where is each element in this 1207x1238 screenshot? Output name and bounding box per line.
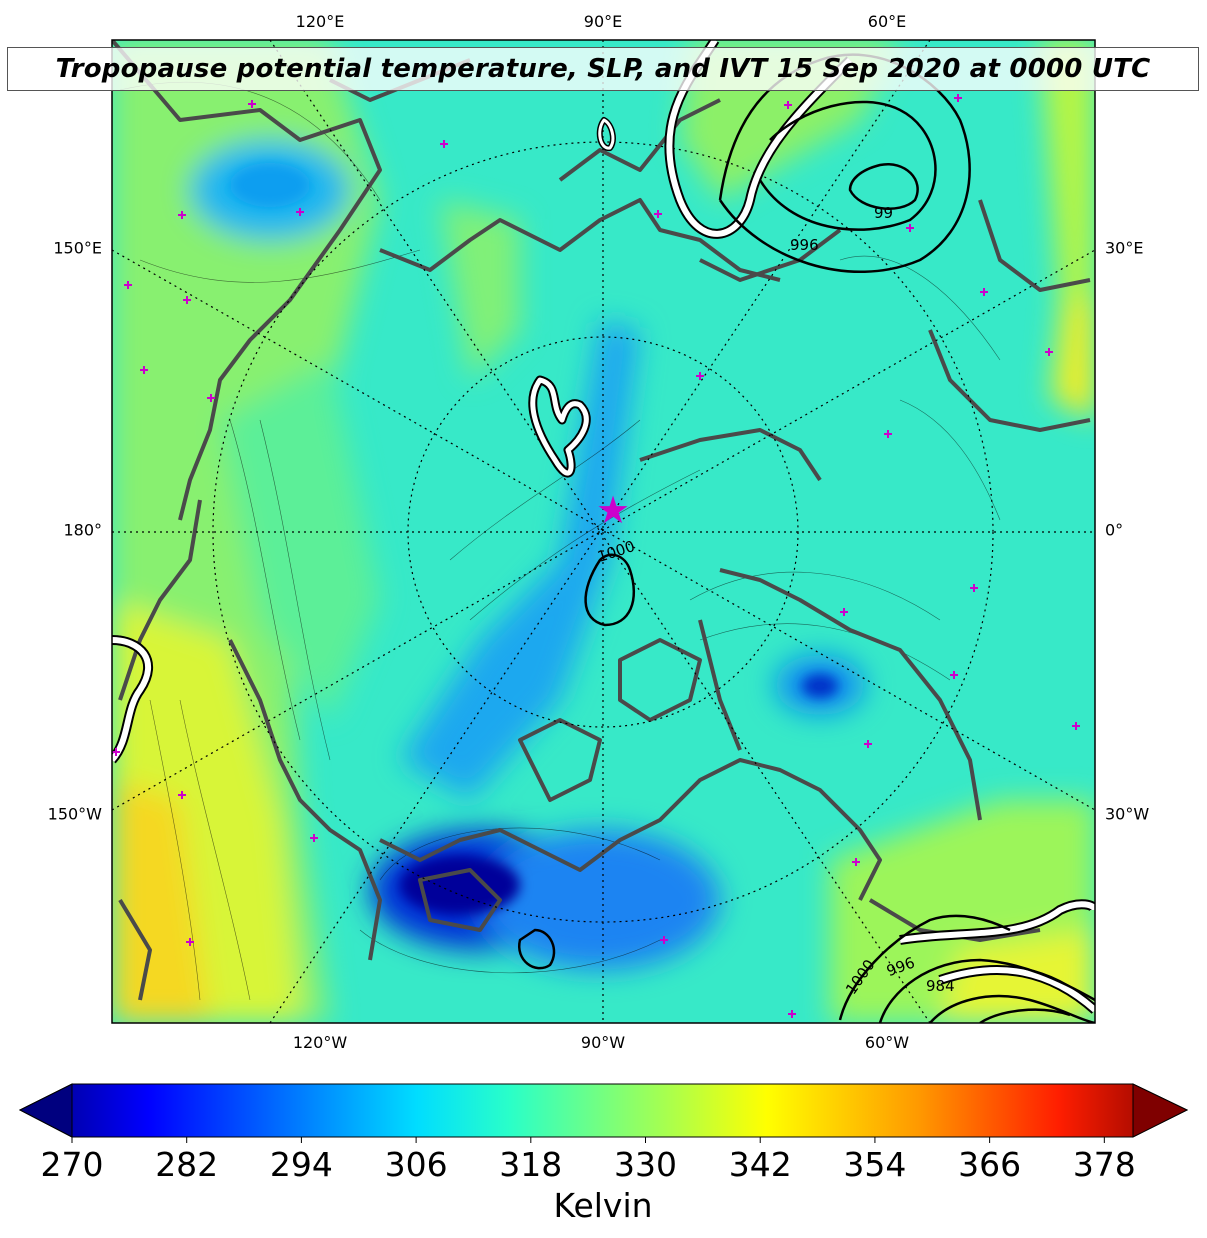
colorbar-tick-label: 354	[843, 1145, 907, 1184]
title-box: Tropopause potential temperature, SLP, a…	[7, 47, 1199, 91]
lon-label-top-120e: 120°E	[295, 12, 345, 31]
right-label-30e: 30°E	[1105, 238, 1144, 258]
lon-label-top-60e: 60°E	[867, 12, 907, 31]
lon-label-bottom-60w: 60°W	[864, 1033, 910, 1052]
slp-label-984: 984	[926, 977, 955, 995]
colorbar-tick-label: 306	[384, 1145, 448, 1184]
colorbar	[18, 1083, 1189, 1143]
colorbar-tick-label: 378	[1072, 1145, 1136, 1184]
right-label-30w: 30°W	[1105, 804, 1150, 824]
theta-field: ★	[112, 40, 1095, 1023]
right-label-0: 0°	[1105, 520, 1124, 540]
lon-label-top-90e: 90°E	[583, 12, 623, 31]
storm-center-star-icon: ★	[596, 488, 630, 532]
left-label-150w: 150°W	[47, 804, 102, 824]
left-label-180: 180°	[63, 520, 102, 540]
lon-label-bottom-90w: 90°W	[580, 1033, 626, 1052]
colorbar-tick-label: 330	[614, 1145, 677, 1184]
left-label-150e: 150°E	[53, 238, 102, 258]
slp-label-99: 99	[874, 204, 893, 222]
colorbar-tick-label: 366	[958, 1145, 1022, 1184]
colorbar-tick-label: 294	[269, 1145, 333, 1184]
colorbar-tick-label: 342	[728, 1145, 792, 1184]
colorbar-tick-label: 282	[155, 1145, 219, 1184]
colorbar-label: Kelvin	[553, 1186, 653, 1225]
map-frame	[111, 39, 1096, 1024]
colorbar-tick-label: 318	[499, 1145, 563, 1184]
page-title: Tropopause potential temperature, SLP, a…	[55, 54, 1151, 84]
lon-label-bottom-120w: 120°W	[292, 1033, 348, 1052]
slp-label-996-north: 996	[790, 236, 819, 254]
colorbar-tick-label: 270	[40, 1145, 104, 1184]
